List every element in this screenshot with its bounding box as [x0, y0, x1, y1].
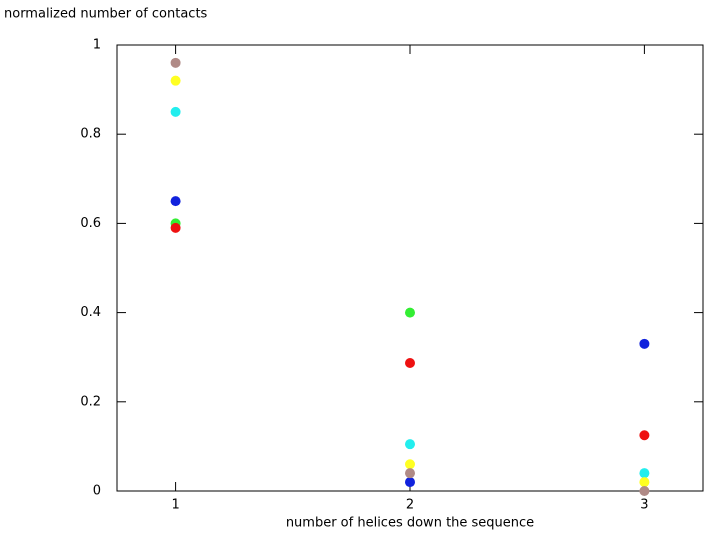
- point: [405, 459, 415, 470]
- point: [639, 477, 650, 488]
- point: [405, 357, 415, 368]
- point: [639, 338, 650, 349]
- point: [405, 477, 415, 488]
- y-tick-label: 0.8: [80, 127, 101, 142]
- x-tick-label: 3: [640, 498, 648, 513]
- y-tick-label: 0.4: [80, 305, 101, 320]
- point: [405, 468, 415, 479]
- point: [170, 57, 181, 68]
- point: [639, 468, 650, 479]
- point: [170, 106, 181, 117]
- point: [170, 222, 181, 233]
- y-tick-label: 0.2: [80, 394, 101, 409]
- x-tick-label: 1: [171, 498, 179, 513]
- point: [639, 430, 650, 441]
- point: [405, 307, 415, 318]
- point: [639, 486, 650, 496]
- plot-frame: [116, 44, 704, 492]
- y-tick-label: 0: [93, 484, 101, 499]
- point: [170, 196, 181, 207]
- y-axis-label: normalized number of contacts: [4, 7, 208, 22]
- y-tick-label: 1: [93, 38, 101, 53]
- x-tick-label: 2: [406, 498, 414, 513]
- point: [405, 439, 415, 450]
- x-axis-label: number of helices down the sequence: [286, 516, 534, 531]
- point: [170, 75, 181, 86]
- y-tick-label: 0.6: [80, 216, 101, 231]
